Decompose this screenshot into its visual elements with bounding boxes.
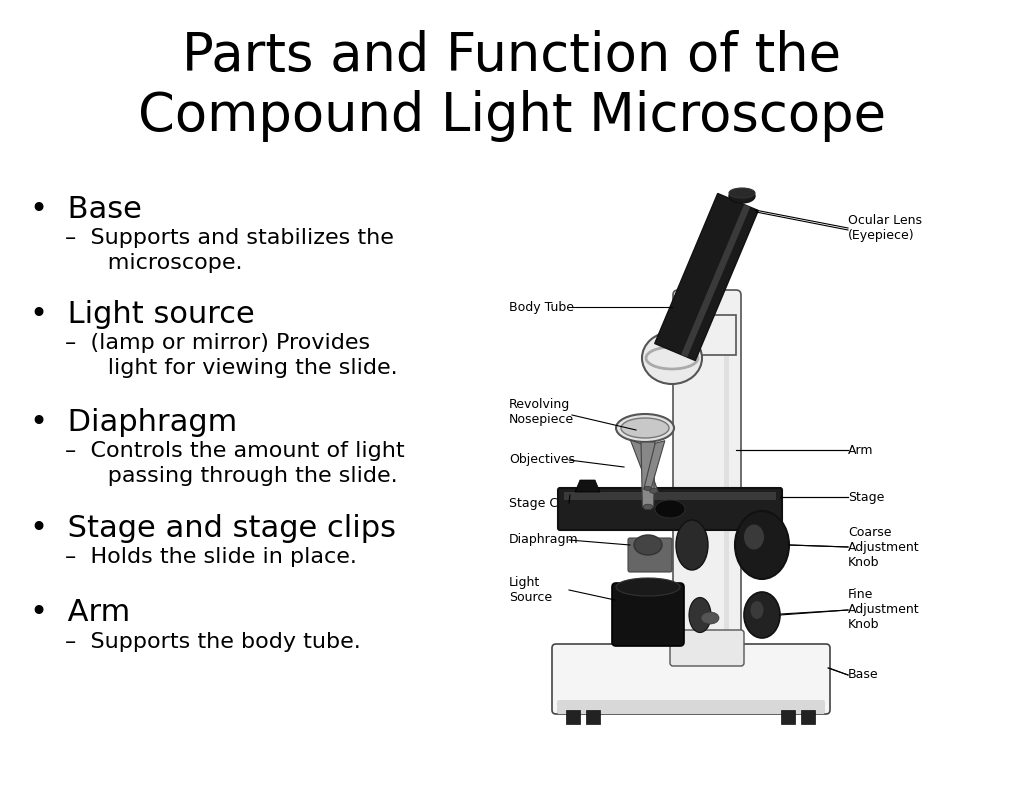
Bar [566, 710, 580, 724]
Ellipse shape [701, 612, 719, 624]
Text: Light
Source: Light Source [509, 576, 552, 604]
Text: Body Tube: Body Tube [509, 301, 574, 313]
Ellipse shape [649, 489, 658, 494]
Text: •  Arm: • Arm [30, 598, 130, 627]
FancyBboxPatch shape [628, 538, 672, 572]
FancyBboxPatch shape [670, 630, 744, 666]
Text: Ocular Lens
(Eyepiece): Ocular Lens (Eyepiece) [848, 214, 922, 242]
Ellipse shape [634, 535, 662, 555]
FancyBboxPatch shape [558, 488, 782, 530]
FancyBboxPatch shape [673, 290, 741, 665]
Polygon shape [575, 480, 600, 492]
Ellipse shape [744, 592, 780, 638]
Text: –  Supports the body tube.: – Supports the body tube. [65, 632, 360, 652]
Text: Parts and Function of the
Compound Light Microscope: Parts and Function of the Compound Light… [138, 30, 886, 142]
Text: Coarse
Adjustment
Knob: Coarse Adjustment Knob [848, 525, 920, 569]
Polygon shape [654, 194, 759, 361]
Text: Diaphragm: Diaphragm [509, 533, 579, 547]
Ellipse shape [644, 486, 651, 490]
Ellipse shape [642, 332, 702, 384]
Ellipse shape [616, 578, 680, 596]
Polygon shape [641, 442, 655, 507]
Text: •  Base: • Base [30, 195, 142, 224]
Text: –  (lamp or mirror) Provides
      light for viewing the slide.: – (lamp or mirror) Provides light for vi… [65, 333, 397, 378]
Text: •  Stage and stage clips: • Stage and stage clips [30, 514, 396, 543]
FancyBboxPatch shape [612, 583, 684, 646]
Text: Fine
Adjustment
Knob: Fine Adjustment Knob [848, 589, 920, 631]
Text: •  Light source: • Light source [30, 300, 255, 329]
Ellipse shape [729, 189, 755, 203]
Ellipse shape [676, 520, 708, 570]
Ellipse shape [729, 188, 755, 198]
Text: •  Diaphragm: • Diaphragm [30, 408, 238, 437]
Polygon shape [644, 441, 665, 490]
Ellipse shape [643, 504, 653, 510]
Bar [724, 315, 729, 640]
FancyBboxPatch shape [552, 644, 830, 714]
Ellipse shape [621, 418, 669, 438]
Text: Revolving
Nosepiece: Revolving Nosepiece [509, 398, 574, 426]
Ellipse shape [689, 597, 711, 633]
Ellipse shape [735, 511, 790, 579]
Ellipse shape [751, 601, 764, 619]
Ellipse shape [616, 414, 674, 442]
Polygon shape [662, 315, 736, 375]
Text: –  Supports and stabilizes the
      microscope.: – Supports and stabilizes the microscope… [65, 228, 394, 273]
Bar [586, 710, 600, 724]
Text: –  Controls the amount of light
      passing through the slide.: – Controls the amount of light passing t… [65, 441, 404, 486]
Text: Objectives: Objectives [509, 453, 575, 467]
Text: Stage: Stage [848, 490, 885, 504]
FancyBboxPatch shape [557, 700, 825, 714]
Polygon shape [631, 440, 658, 493]
Text: Stage Clips: Stage Clips [509, 497, 580, 509]
Text: Arm: Arm [848, 444, 873, 456]
Bar [564, 492, 776, 500]
Polygon shape [681, 205, 751, 357]
Ellipse shape [744, 524, 764, 550]
Text: Base: Base [848, 668, 879, 682]
Bar [781, 710, 795, 724]
Text: –  Holds the slide in place.: – Holds the slide in place. [65, 547, 357, 567]
Bar [801, 710, 815, 724]
Ellipse shape [655, 500, 685, 518]
